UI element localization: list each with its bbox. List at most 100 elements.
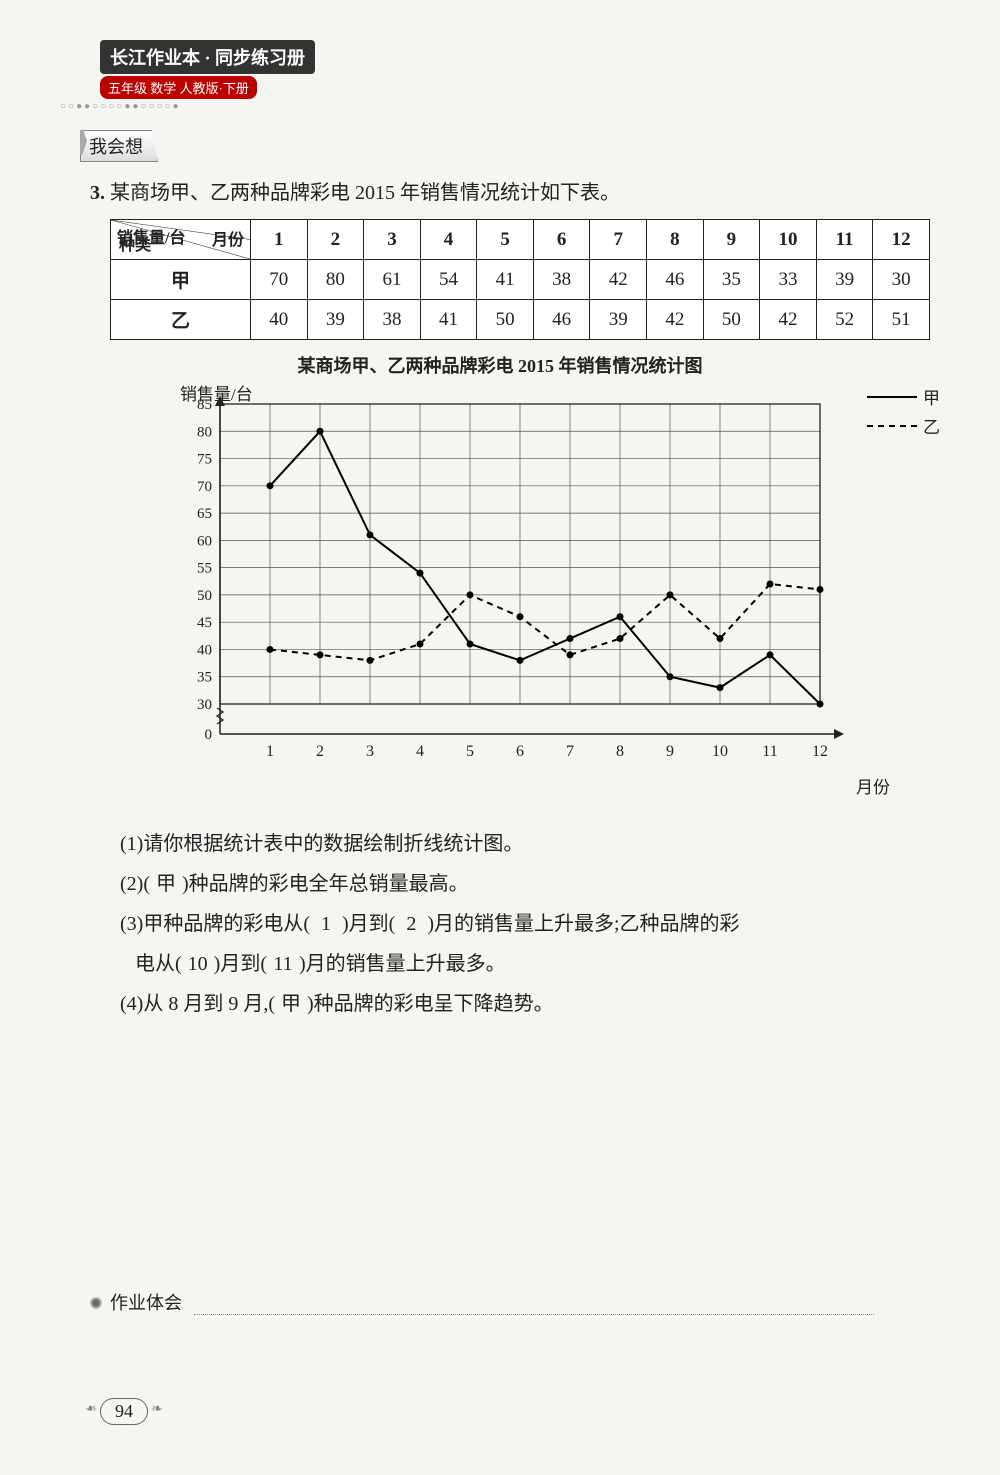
month-header: 8 <box>647 220 704 260</box>
cell: 51 <box>873 300 930 340</box>
cell: 54 <box>420 260 477 300</box>
q3-f: )月到( <box>214 953 267 975</box>
svg-text:10: 10 <box>712 743 728 760</box>
svg-text:11: 11 <box>762 743 777 760</box>
section-tag: 我会想 <box>80 130 158 162</box>
cell: 35 <box>703 260 760 300</box>
problem-prompt: 3. 某商场甲、乙两种品牌彩电 2015 年销售情况统计如下表。 <box>90 176 910 205</box>
diagonal-header-cell: 销售量/台 月份 种类 <box>111 220 251 260</box>
cell: 38 <box>533 260 590 300</box>
page-number: 94 <box>100 1398 148 1425</box>
cell: 38 <box>364 300 421 340</box>
legend-label-jia: 甲 <box>923 384 940 409</box>
problem-number: 3. <box>90 182 105 204</box>
svg-text:75: 75 <box>197 452 212 468</box>
cell: 50 <box>703 300 760 340</box>
question-1: (1)请你根据统计表中的数据绘制折线统计图。 <box>120 824 910 864</box>
svg-text:1: 1 <box>266 743 274 760</box>
workbook-header: 长江作业本 · 同步练习册 五年级 数学 人教版·下册 ○○●●○○○○●●○○… <box>60 40 380 100</box>
decorative-dots: ○○●●○○○○●●○○○○● <box>60 101 380 112</box>
footer-dot-icon <box>90 1297 102 1309</box>
diag-label-right: 月份 <box>212 226 244 250</box>
q3-e: 电从( <box>135 953 182 975</box>
cell: 80 <box>307 260 364 300</box>
problem-block: 3. 某商场甲、乙两种品牌彩电 2015 年销售情况统计如下表。 销售量/台 月… <box>90 176 910 1024</box>
cell: 41 <box>420 300 477 340</box>
q2-post: )种品牌的彩电全年总销量最高。 <box>182 873 469 895</box>
svg-text:35: 35 <box>197 670 212 686</box>
legend-line-solid <box>867 396 917 398</box>
month-header: 10 <box>760 220 817 260</box>
svg-text:6: 6 <box>516 743 524 760</box>
svg-text:65: 65 <box>197 506 212 522</box>
q4-c: )种品牌的彩电呈下降趋势。 <box>307 993 554 1015</box>
svg-text:8: 8 <box>616 743 624 760</box>
footer-line <box>194 1314 874 1315</box>
q3-b4: 11 <box>267 944 299 984</box>
legend-line-dashed <box>867 425 917 427</box>
cell: 42 <box>760 300 817 340</box>
row-label-yi: 乙 <box>111 300 251 340</box>
cell: 70 <box>251 260 308 300</box>
row-label-jia: 甲 <box>111 260 251 300</box>
chart-legend: 甲 乙 <box>867 384 940 442</box>
q4-b: 甲 <box>275 984 307 1024</box>
q2-blank: 甲 <box>150 864 182 904</box>
cell: 46 <box>533 300 590 340</box>
chart-svg: 3035404550556065707580850123456789101112 <box>150 384 910 804</box>
svg-text:40: 40 <box>197 642 212 658</box>
sales-table: 销售量/台 月份 种类 1 2 3 4 5 6 7 8 9 10 11 12 甲… <box>110 219 930 340</box>
svg-text:2: 2 <box>316 743 324 760</box>
svg-text:60: 60 <box>197 533 212 549</box>
month-header: 2 <box>307 220 364 260</box>
q2-pre: (2)( <box>120 873 150 895</box>
chart-title: 某商场甲、乙两种品牌彩电 2015 年销售情况统计图 <box>90 352 910 378</box>
svg-text:9: 9 <box>666 743 674 760</box>
svg-text:12: 12 <box>812 743 828 760</box>
svg-text:55: 55 <box>197 561 212 577</box>
cell: 30 <box>873 260 930 300</box>
footer-section: 作业体会 <box>90 1289 940 1315</box>
month-header: 6 <box>533 220 590 260</box>
svg-text:70: 70 <box>197 479 212 495</box>
svg-text:0: 0 <box>205 727 213 743</box>
cell: 42 <box>590 260 647 300</box>
cell: 52 <box>816 300 873 340</box>
table-header-row: 销售量/台 月份 种类 1 2 3 4 5 6 7 8 9 10 11 12 <box>111 220 930 260</box>
x-axis-label: 月份 <box>856 773 890 798</box>
month-header: 11 <box>816 220 873 260</box>
svg-text:30: 30 <box>197 697 212 713</box>
month-header: 4 <box>420 220 477 260</box>
workbook-subtitle: 五年级 数学 人教版·下册 <box>100 76 257 99</box>
footer-label: 作业体会 <box>110 1289 182 1315</box>
q3-d: )月的销售量上升最多;乙种品牌的彩 <box>427 913 739 935</box>
questions-block: (1)请你根据统计表中的数据绘制折线统计图。 (2)(甲)种品牌的彩电全年总销量… <box>120 824 910 1024</box>
month-header: 7 <box>590 220 647 260</box>
svg-text:50: 50 <box>197 588 212 604</box>
cell: 40 <box>251 300 308 340</box>
cell: 41 <box>477 260 534 300</box>
cell: 39 <box>590 300 647 340</box>
month-header: 1 <box>251 220 308 260</box>
q4-a: (4)从 8 月到 9 月,( <box>120 993 275 1015</box>
table-row-jia: 甲 70 80 61 54 41 38 42 46 35 33 39 30 <box>111 260 930 300</box>
workbook-title: 长江作业本 · 同步练习册 <box>100 40 315 74</box>
legend-label-yi: 乙 <box>923 413 940 438</box>
cell: 46 <box>647 260 704 300</box>
q3-b1: 1 <box>310 904 342 944</box>
month-header: 3 <box>364 220 421 260</box>
question-4: (4)从 8 月到 9 月,(甲)种品牌的彩电呈下降趋势。 <box>120 984 910 1024</box>
line-chart: 销售量/台 甲 乙 303540455055606570758085012345… <box>150 384 910 804</box>
q3-b2: 2 <box>395 904 427 944</box>
legend-jia: 甲 <box>867 384 940 409</box>
q3-a: (3)甲种品牌的彩电从( <box>120 913 310 935</box>
svg-text:5: 5 <box>466 743 474 760</box>
page-number-badge: 94 <box>100 1398 148 1425</box>
legend-yi: 乙 <box>867 413 940 438</box>
svg-text:7: 7 <box>566 743 574 760</box>
question-2: (2)(甲)种品牌的彩电全年总销量最高。 <box>120 864 910 904</box>
cell: 39 <box>307 300 364 340</box>
table-row-yi: 乙 40 39 38 41 50 46 39 42 50 42 52 51 <box>111 300 930 340</box>
cell: 39 <box>816 260 873 300</box>
q3-c: )月到( <box>342 913 395 935</box>
